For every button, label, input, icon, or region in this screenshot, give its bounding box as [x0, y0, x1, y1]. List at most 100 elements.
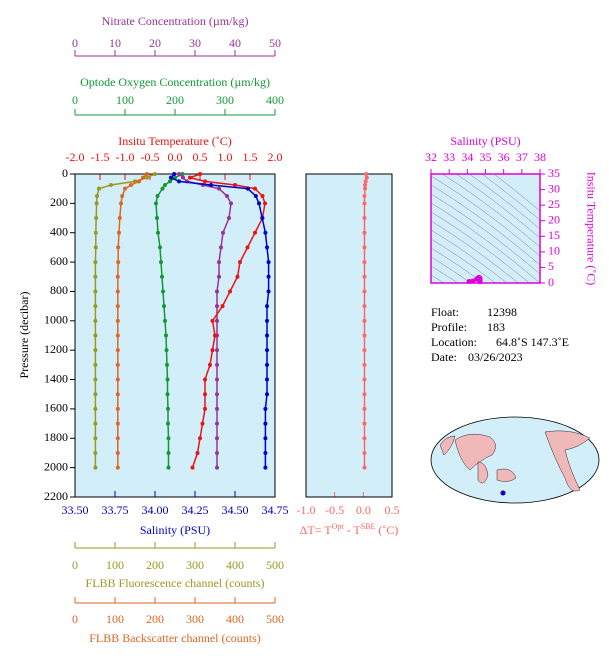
isopycnal [455, 174, 540, 239]
profile-point [160, 186, 165, 191]
profile-point [166, 421, 170, 426]
profile-point [266, 260, 271, 265]
x-tick-label: 33.75 [102, 503, 129, 517]
profile-point [265, 245, 269, 250]
plot-frame [305, 173, 393, 498]
x-tick-label: 34 [461, 150, 473, 164]
x-tick-label: 0 [72, 558, 78, 572]
profile-point [158, 245, 162, 250]
profile-point [245, 186, 250, 191]
profile-point [215, 392, 219, 397]
profile-point [219, 245, 223, 250]
profile-point [93, 348, 98, 353]
profile-point [364, 172, 369, 176]
x-tick-label: 0.0 [168, 150, 183, 164]
profile-point [109, 183, 113, 188]
profile-point [115, 289, 120, 294]
profile-point [94, 216, 99, 221]
profile-point [215, 465, 219, 470]
profile-point [93, 260, 98, 265]
profile-point [215, 406, 219, 411]
y-tick-label: 1200 [44, 342, 68, 356]
y-tick-label: 10 [548, 244, 560, 258]
profile-point [115, 465, 120, 470]
profile-point [266, 274, 271, 279]
isopycnal [431, 274, 445, 283]
x-tick-label: 100 [106, 612, 124, 626]
x-axis-title: FLBB Backscatter channel (counts) [89, 631, 261, 645]
profile-point [166, 436, 171, 441]
x-axis-title: Salinity (PSU) [140, 523, 210, 537]
profile-point [263, 201, 267, 206]
profile-point [163, 318, 167, 323]
profile-point [362, 216, 367, 221]
profile-point [93, 289, 98, 294]
profile-point [263, 465, 268, 470]
profile-point [215, 318, 219, 323]
profile-point [115, 377, 120, 382]
info-value: 64.8˚S 147.3˚E [496, 335, 569, 349]
x-tick-label: 30 [189, 36, 201, 50]
profile-point [362, 421, 367, 426]
x-tick-label: 0 [72, 612, 78, 626]
profile-point [119, 201, 123, 206]
profile-point [141, 175, 145, 180]
profile-point [159, 260, 163, 265]
ts-plot-area [431, 174, 540, 283]
x-tick-label: 34.50 [222, 503, 249, 517]
info-value: 12398 [487, 305, 517, 319]
x-axis-title-part: Opt [332, 522, 345, 531]
y-tick-label: 2000 [44, 459, 68, 473]
x-axis-title: FLBB Fluorescence channel (counts) [86, 576, 265, 590]
profile-point [163, 183, 167, 188]
profile-point [156, 230, 160, 235]
x-tick-label: 200 [146, 558, 164, 572]
x-tick-label: 37 [516, 150, 528, 164]
info-label: Profile: [431, 320, 467, 334]
x-tick-label: -0.5 [325, 503, 344, 517]
profile-point [362, 304, 367, 309]
profile-point [362, 260, 367, 265]
x-tick-label: 33 [443, 150, 455, 164]
x-tick-label: 33.50 [62, 503, 89, 517]
profile-point [93, 318, 98, 323]
profile-point [263, 436, 268, 441]
x-tick-label: 0 [72, 36, 78, 50]
profile-point [253, 194, 258, 199]
y-axis-label: Pressure (decibar) [17, 292, 31, 379]
profile-point [115, 421, 120, 426]
y-tick-label: 5 [548, 259, 554, 273]
profile-point [161, 289, 165, 294]
profile-point [115, 362, 120, 367]
profile-point [362, 201, 367, 206]
x-tick-label: 300 [186, 612, 204, 626]
profile-point [235, 274, 240, 279]
profile-point [93, 450, 98, 455]
profile-point [210, 318, 215, 323]
profile-point [93, 436, 98, 441]
profile-point [362, 274, 367, 279]
isopycnal [431, 211, 530, 283]
profile-point [265, 377, 269, 382]
profile-point [154, 201, 158, 206]
profile-point [172, 172, 177, 176]
isopycnal [481, 174, 540, 221]
profile-point [115, 348, 120, 353]
profile-point [220, 304, 225, 309]
x-tick-label: 1.5 [243, 150, 258, 164]
profile-point [265, 304, 269, 309]
profile-point [217, 186, 221, 191]
profile-point [198, 436, 202, 441]
profile-point [260, 216, 265, 221]
info-value: 183 [487, 320, 505, 334]
profile-point [265, 348, 269, 353]
profile-point [213, 333, 217, 338]
x-tick-label: 0 [72, 93, 78, 107]
profile-point [123, 186, 127, 191]
y-tick-label: 800 [50, 283, 68, 297]
x-tick-label: 200 [166, 93, 184, 107]
y-tick-label: 30 [548, 181, 560, 195]
info-value: 03/26/2023 [468, 350, 523, 364]
profile-point [169, 175, 173, 180]
